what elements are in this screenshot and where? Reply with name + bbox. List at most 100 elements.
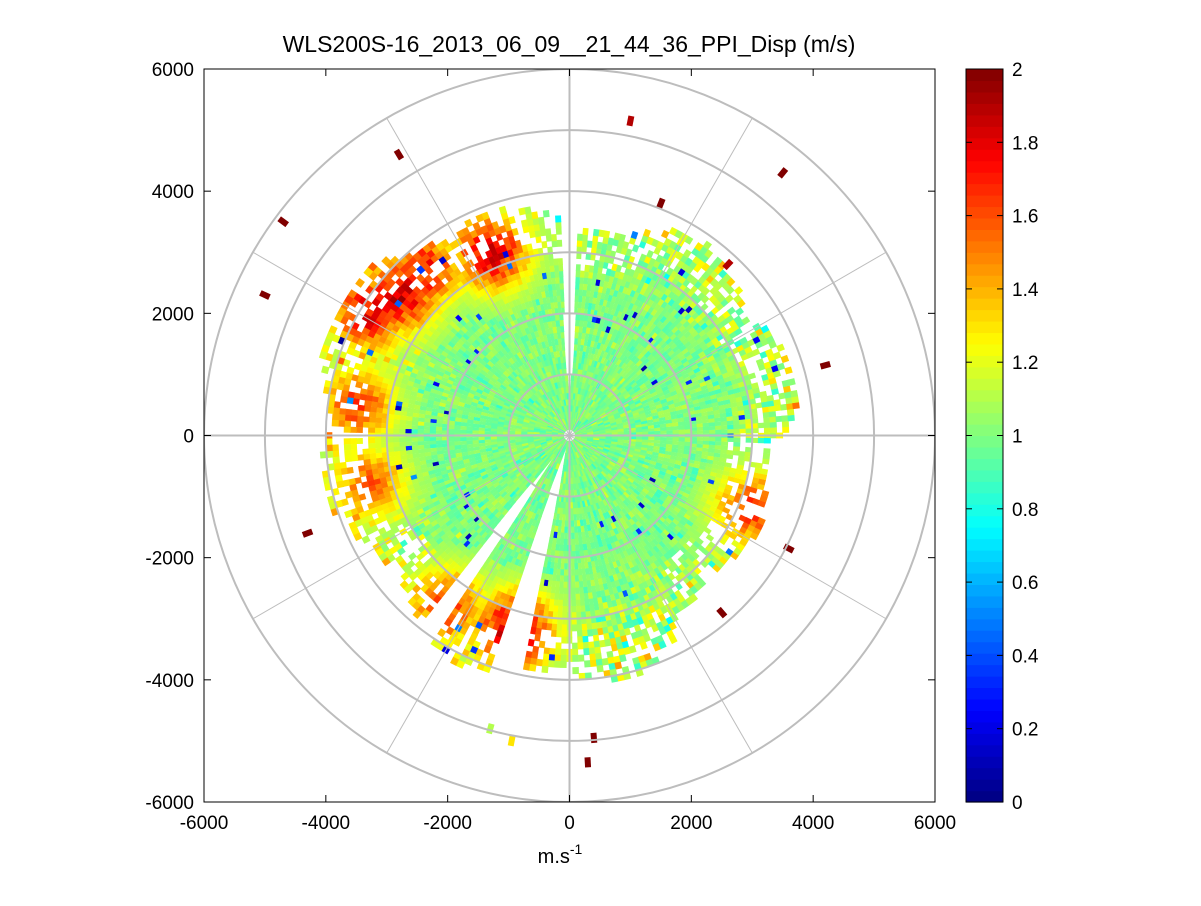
data-cell [642,436,650,440]
data-cell [486,453,494,458]
data-cell [596,473,604,482]
data-cell [611,370,618,378]
data-cell [398,428,406,434]
data-cell [513,368,521,376]
data-cell [614,365,622,373]
data-cell [615,490,622,498]
data-cell [609,447,617,453]
data-cell [625,395,633,402]
data-cell [529,468,537,476]
data-cell [607,462,616,470]
data-cell [527,373,534,381]
data-cell [576,605,582,613]
data-cell [739,428,747,434]
data-cell [599,493,606,502]
data-cell [538,452,547,459]
data-cell [611,456,620,462]
data-cell [570,380,574,388]
data-cell [591,401,598,409]
data-cell [595,405,603,413]
data-cell [583,382,588,390]
data-cell [593,394,600,403]
data-cell [488,404,496,410]
data-cell [527,504,534,513]
data-cell [666,430,674,434]
data-cell [483,431,491,435]
data-cell [484,422,492,426]
data-cell [565,483,569,491]
data-cell [553,599,559,607]
data-cell [605,435,613,440]
data-cell [570,526,575,534]
data-cell [615,446,624,452]
data-cell [548,480,554,488]
data-cell [506,374,514,382]
data-cell [507,383,515,390]
data-cell [632,396,641,403]
data-cell [609,361,617,370]
data-cell [635,463,643,470]
data-cell [525,464,533,472]
data-cell [648,430,656,435]
data-cell [556,513,561,521]
data-cell [559,319,564,327]
data-cell [416,429,424,434]
data-cell [577,301,582,309]
data-cell [497,478,506,485]
data-cell [556,350,561,358]
data-cell [575,264,581,272]
data-cell [588,498,594,507]
data-cell [608,449,616,455]
data-cell [535,494,542,503]
data-cell [542,365,549,374]
data-cell [575,282,580,290]
data-cell [490,441,498,446]
data-cell [515,480,523,488]
data-cell [702,444,710,449]
data-cell [633,386,642,393]
data-cell [501,391,509,399]
data-cell [638,393,646,400]
data-cell [616,366,624,375]
data-cell [588,505,593,513]
data-cell [533,507,539,515]
data-cell [513,486,521,494]
data-cell [587,398,595,406]
data-cell [708,444,716,449]
data-cell [714,441,723,446]
data-cell [508,442,516,447]
data-cell [612,484,620,492]
data-cell [517,373,524,381]
data-cell [497,399,505,405]
data-cell [582,375,587,384]
data-cell [548,467,555,475]
data-cell [624,481,632,488]
data-cell [559,544,564,552]
data-cell [636,431,644,435]
data-cell [507,481,515,488]
data-cell [519,409,528,415]
data-cell [615,419,624,425]
data-cell [583,388,589,397]
data-cell [522,447,530,453]
data-cell [627,399,636,406]
data-cell [429,426,437,431]
data-cell [563,587,568,595]
data-cell [672,440,680,446]
data-cell [546,358,551,366]
data-cell [588,406,596,415]
data-cell [631,408,640,415]
data-cell [548,403,555,412]
data-cell [601,460,609,468]
data-cell [515,383,523,391]
data-cell [523,416,531,422]
data-cell [562,606,568,614]
data-cell [519,456,528,462]
data-cell [536,405,544,413]
data-cell [672,437,680,442]
data-cell [601,414,609,421]
data-cell [511,370,518,378]
data-cell [599,369,606,378]
data-cell [522,418,530,424]
data-cell [714,425,723,430]
